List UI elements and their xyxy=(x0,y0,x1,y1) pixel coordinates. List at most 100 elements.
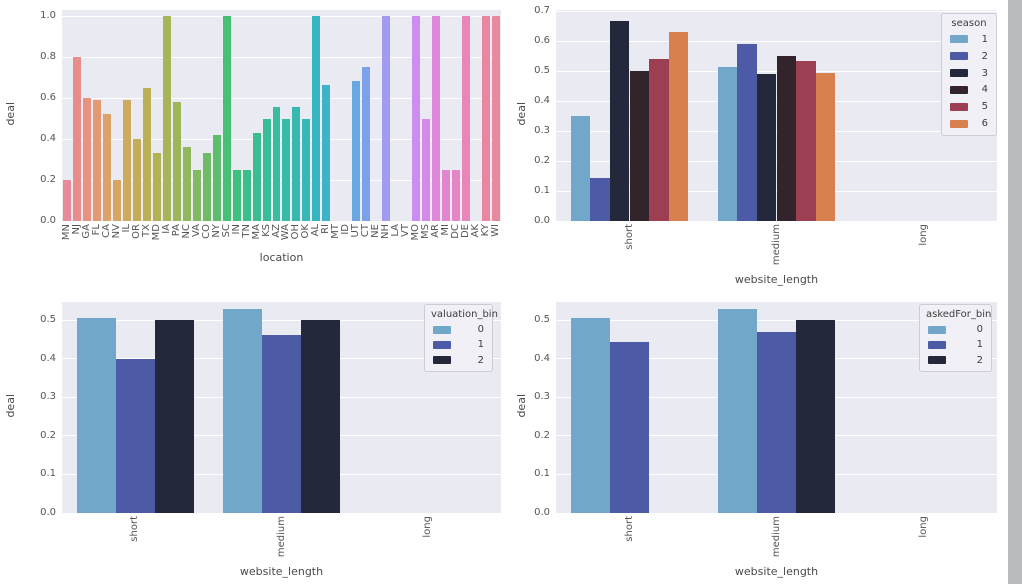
legend-entry: 1 xyxy=(431,337,486,352)
legend-title: askedFor_bin xyxy=(926,309,992,320)
bar-FL xyxy=(92,100,101,221)
x-tick-label: medium xyxy=(770,516,782,558)
bar-NY xyxy=(212,134,221,221)
y-axis-label: deal xyxy=(515,101,528,126)
y-tick-label: 0.2 xyxy=(40,429,56,441)
x-tick-label: WI xyxy=(490,224,501,237)
bar-DC xyxy=(452,169,461,221)
x-axis-label: website_length xyxy=(734,273,819,286)
bar-IL xyxy=(122,100,131,221)
legend-label: 2 xyxy=(981,50,988,62)
legend-swatch xyxy=(950,35,968,44)
legend-label: 5 xyxy=(981,101,988,113)
y-axis-label: deal xyxy=(4,101,17,126)
bar-NJ xyxy=(72,57,81,221)
legend-label: 3 xyxy=(981,67,988,79)
bar-medium-6 xyxy=(815,72,836,221)
legend-entry: 2 xyxy=(926,353,985,368)
legend-entry: 0 xyxy=(431,322,486,337)
legend-swatch xyxy=(950,119,968,128)
y-tick-label: 0.6 xyxy=(40,92,56,104)
legend-entry: 4 xyxy=(948,81,990,98)
bar-TN xyxy=(242,169,251,221)
gridline xyxy=(62,97,501,99)
x-axis-label: website_length xyxy=(239,565,324,578)
legend-label: 6 xyxy=(981,118,988,130)
y-tick-label: 0.4 xyxy=(40,352,56,364)
vertical-scrollbar[interactable] xyxy=(1008,0,1022,584)
y-tick-label: 0.5 xyxy=(534,314,550,326)
bar-AZ xyxy=(272,107,281,221)
bar-IN xyxy=(232,169,241,221)
bar-NC xyxy=(182,147,191,221)
bar-GA xyxy=(82,98,91,221)
bar-MA xyxy=(252,132,261,221)
y-tick-label: 0.3 xyxy=(534,391,550,403)
y-tick-label: 0.2 xyxy=(40,174,56,186)
bar-PA xyxy=(172,102,181,221)
y-axis-label: deal xyxy=(515,393,528,418)
y-tick-label: 0.3 xyxy=(534,125,550,137)
bar-short-0 xyxy=(570,318,610,513)
bar-medium-4 xyxy=(776,56,797,221)
bar-CO xyxy=(202,153,211,221)
bar-WA xyxy=(282,118,291,221)
bar-OH xyxy=(292,107,301,221)
y-tick-label: 0.4 xyxy=(534,95,550,107)
subplot-deal-by-website-length-askedfor-bin: 0.0 0.1 0.2 0.3 0.4 0.5 short medium long website… xyxy=(511,292,1008,584)
legend-label: 2 xyxy=(976,354,983,366)
y-tick-label: 0.4 xyxy=(40,133,56,145)
legend-title: season xyxy=(951,18,987,29)
bar-SC xyxy=(222,16,231,221)
x-tick-label: long xyxy=(421,516,433,538)
legend-label: 1 xyxy=(477,339,484,351)
gridline xyxy=(556,40,997,42)
plot-area xyxy=(62,10,501,222)
gridline xyxy=(62,220,501,222)
y-tick-label: 0.1 xyxy=(534,185,550,197)
gridline xyxy=(62,138,501,140)
bar-medium-0 xyxy=(717,308,757,513)
bar-short-4 xyxy=(629,71,650,221)
legend-swatch xyxy=(928,340,946,349)
x-axis-label: website_length xyxy=(734,565,819,578)
y-tick-label: 0.4 xyxy=(534,352,550,364)
y-tick-label: 0.8 xyxy=(40,51,56,63)
x-tick-label: medium xyxy=(770,224,782,266)
bar-AR xyxy=(432,16,441,221)
y-axis-label: deal xyxy=(4,393,17,418)
y-tick-label: 0.0 xyxy=(40,507,56,518)
bar-MO xyxy=(412,16,421,221)
bar-MD xyxy=(152,153,161,221)
y-tick-label: 0.1 xyxy=(534,468,550,480)
bar-OK xyxy=(302,118,311,221)
legend-title: valuation_bin xyxy=(431,309,498,320)
y-tick-label: 0.0 xyxy=(40,215,56,226)
gridline xyxy=(556,10,997,12)
bar-medium-5 xyxy=(796,60,816,221)
bar-DE xyxy=(462,16,471,221)
bar-short-2 xyxy=(590,177,610,221)
y-tick-label: 0.1 xyxy=(40,468,56,480)
bar-UT xyxy=(352,80,361,221)
bar-MS xyxy=(422,118,431,221)
y-tick-label: 0.5 xyxy=(534,65,550,77)
legend-swatch xyxy=(928,356,946,365)
y-tick-label: 0.2 xyxy=(534,429,550,441)
bar-short-3 xyxy=(609,21,630,221)
legend-swatch xyxy=(950,102,968,111)
legend-entry: 1 xyxy=(948,31,990,48)
gridline xyxy=(62,319,501,321)
bar-medium-0 xyxy=(222,308,262,513)
bar-CA xyxy=(102,114,111,221)
x-tick-label: long xyxy=(917,224,929,246)
plot-area xyxy=(556,10,997,222)
bar-medium-2 xyxy=(301,320,341,513)
x-tick-label: short xyxy=(623,516,635,542)
bar-MI xyxy=(442,169,451,221)
subplot-deal-by-website-length-valuation-bin: 0.0 0.1 0.2 0.3 0.4 0.5 short medium long website… xyxy=(0,292,511,584)
gridline xyxy=(62,512,501,514)
bar-medium-2 xyxy=(796,320,836,513)
bar-OR xyxy=(132,139,141,221)
